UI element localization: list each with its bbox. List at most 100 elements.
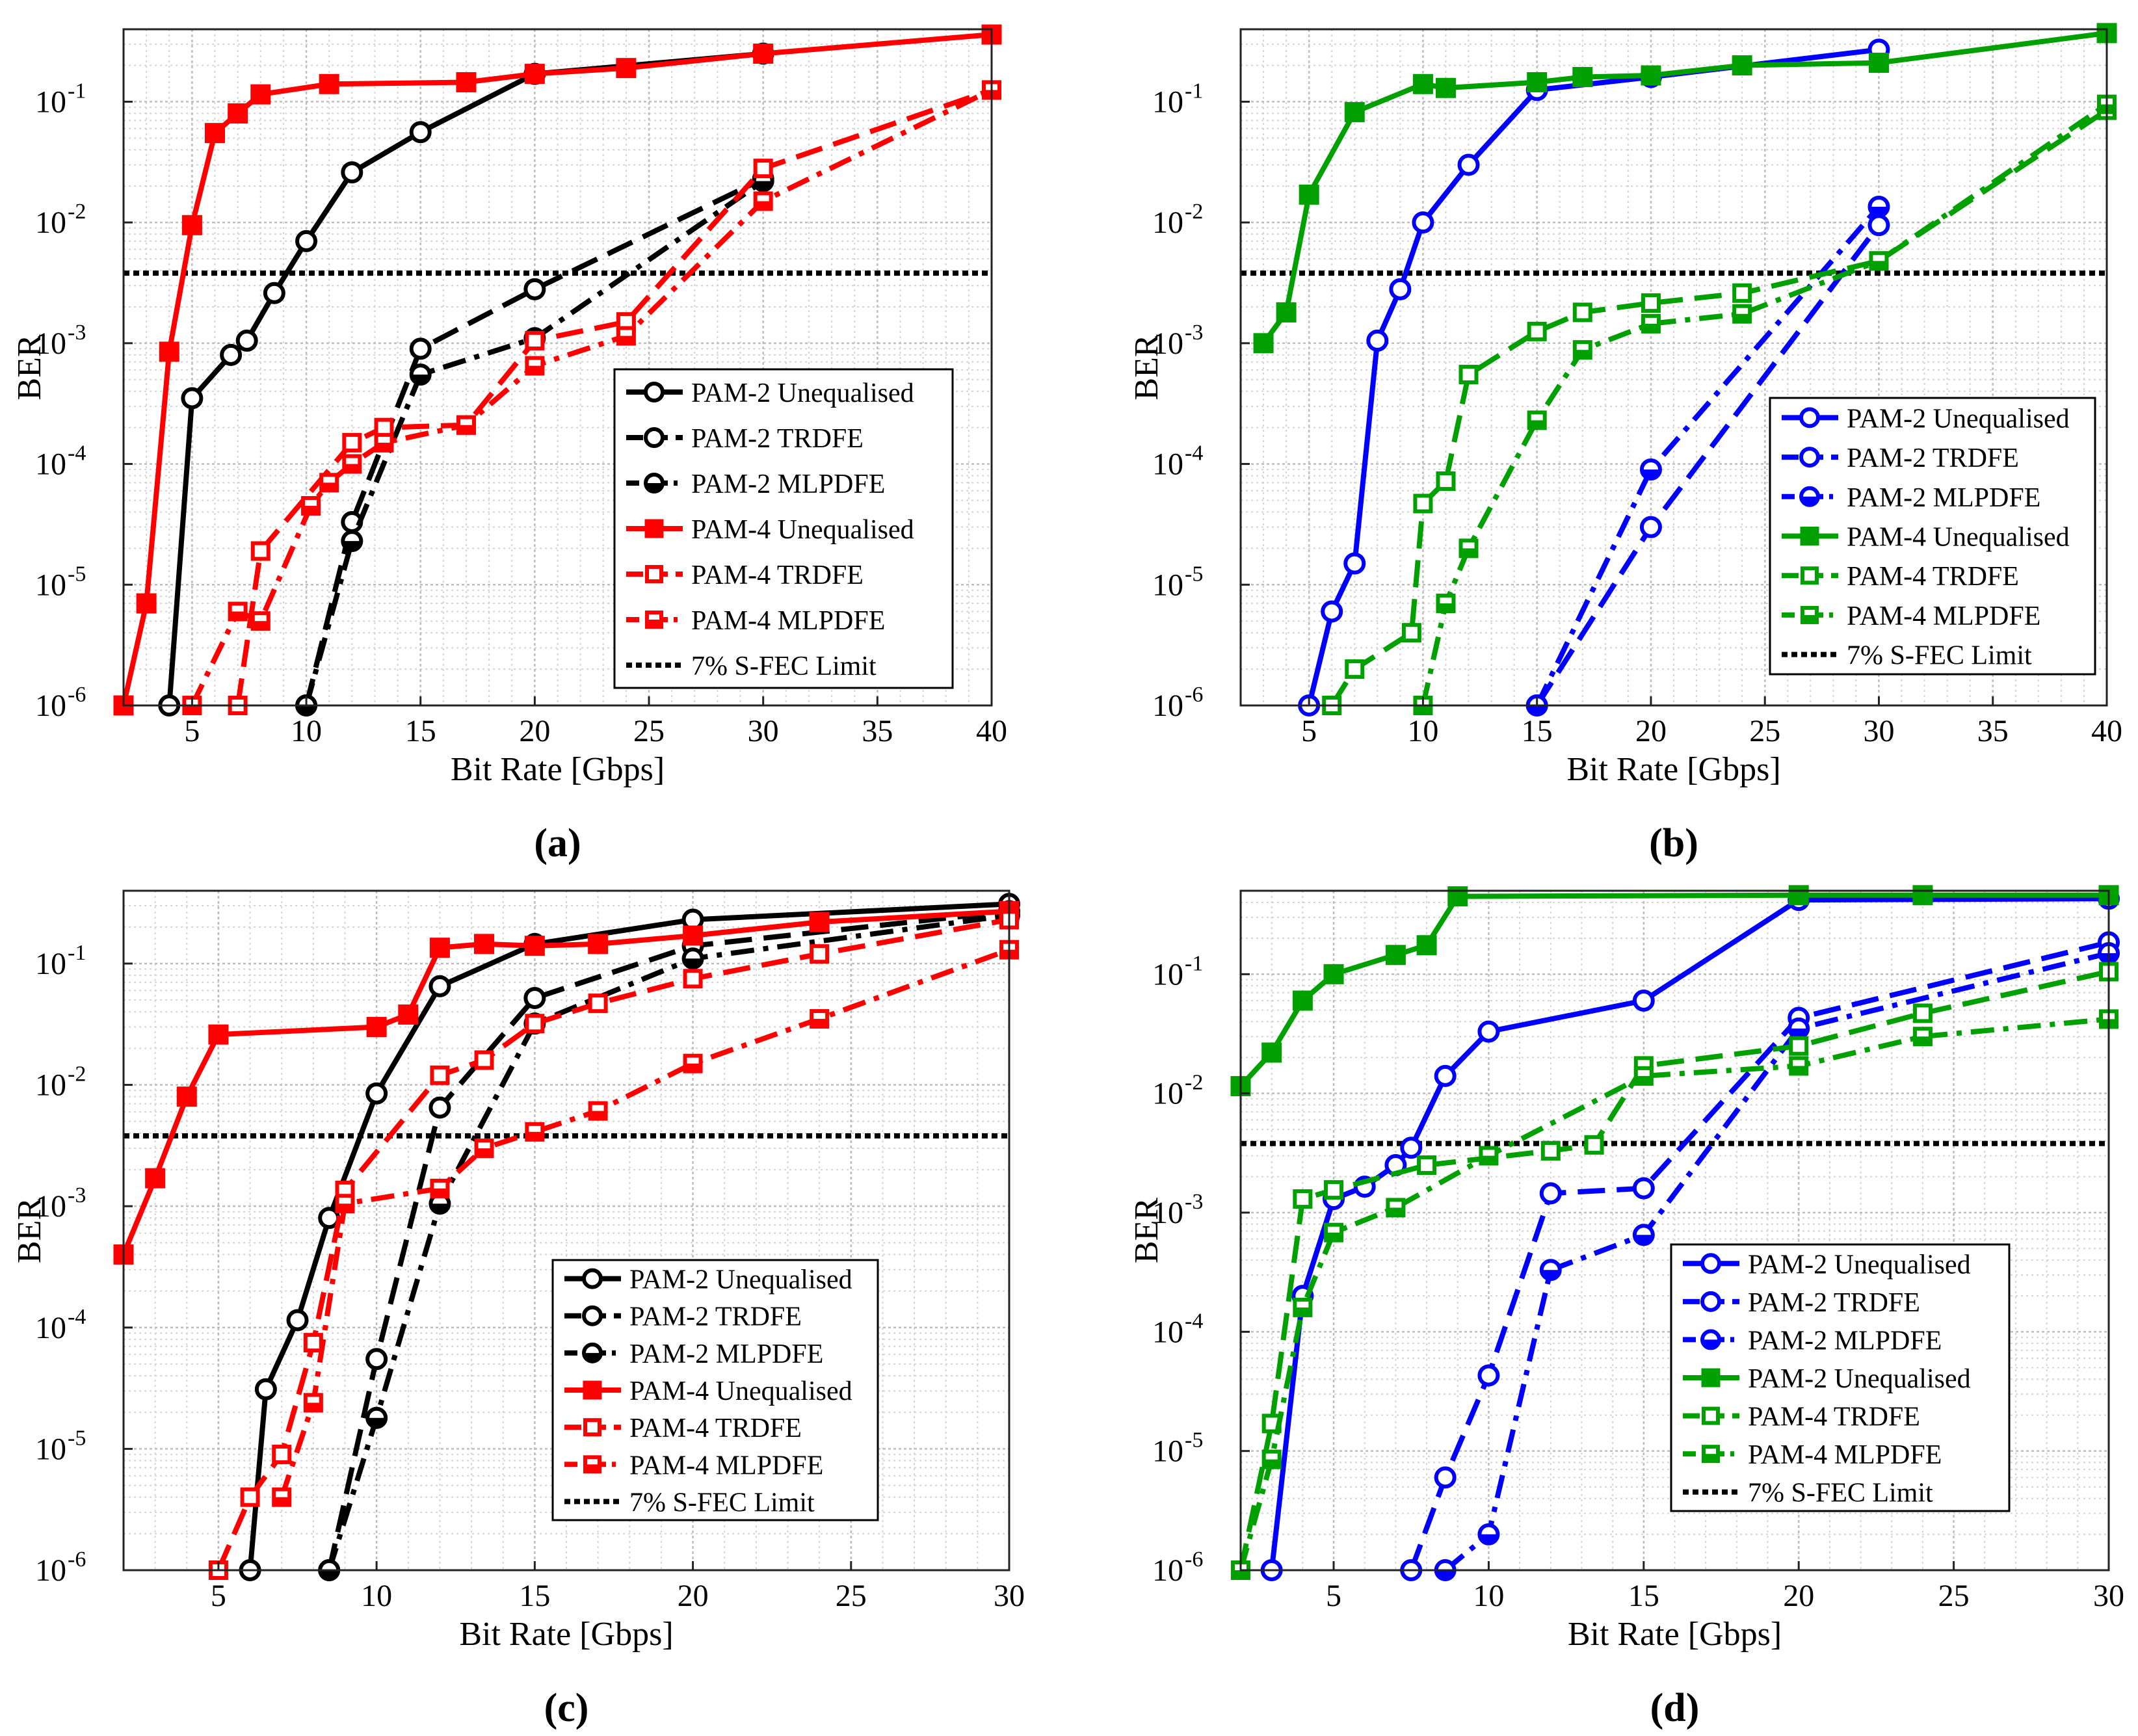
legend-label: PAM-4 Unequalised (1847, 523, 2070, 553)
y-tick-label: 10 (1152, 326, 1183, 361)
circle-marker (1321, 600, 1343, 623)
legend-label: PAM-4 MLPDFE (629, 1451, 823, 1480)
square-marker (136, 593, 157, 614)
open-square-marker (525, 1014, 545, 1034)
circle-marker (582, 1305, 603, 1326)
y-tick-exponent: -6 (1185, 683, 1203, 707)
y-tick-label: 10 (1152, 447, 1183, 482)
half-square-fill (1529, 420, 1545, 428)
open-square-marker (1417, 1155, 1437, 1176)
y-tick-label: 10 (1152, 1434, 1183, 1469)
x-tick-label: 5 (184, 714, 200, 748)
open-square-marker (303, 1333, 323, 1353)
legend-label: PAM-4 TRDFE (629, 1414, 802, 1443)
legend-item: PAM-2 Unequalised (1683, 1250, 1971, 1280)
open-square-marker (1324, 1180, 1344, 1200)
square-marker (228, 103, 248, 124)
square-marker (583, 1380, 602, 1400)
legend-label: PAM-2 Unequalised (691, 378, 914, 408)
circle-marker (1389, 278, 1412, 300)
legend-item: PAM-2 Unequalised (1683, 1364, 1971, 1394)
y-tick-exponent: -6 (68, 683, 86, 707)
open-square-marker (525, 330, 545, 350)
legend-item: PAM-2 MLPDFE (1683, 1326, 1942, 1356)
legend-label: PAM-4 TRDFE (1748, 1402, 1920, 1432)
square-marker (1912, 885, 1933, 906)
x-axis-label: Bit Rate [Gbps] (1568, 1616, 1782, 1653)
half-square-fill (1438, 603, 1454, 612)
x-tick-label: 15 (1522, 714, 1553, 748)
half-circle-fill (430, 1203, 449, 1213)
y-tick-label: 10 (35, 447, 66, 482)
open-square-marker (1540, 1140, 1561, 1161)
square-marker (588, 934, 609, 954)
y-tick-exponent: -6 (68, 1547, 86, 1572)
open-square-marker (1436, 471, 1456, 492)
half-circle-fill (1541, 1270, 1560, 1280)
half-circle-fill (343, 541, 362, 551)
half-square-fill (647, 620, 661, 627)
square-marker (1435, 77, 1456, 98)
half-circle-fill (367, 1417, 386, 1427)
series-line (189, 87, 993, 707)
y-axis-label: BER (1128, 1198, 1165, 1263)
legend-item: PAM-4 MLPDFE (626, 606, 885, 636)
half-circle-fill (1641, 469, 1660, 479)
open-square-marker (1732, 283, 1752, 303)
x-tick-label: 25 (1938, 1579, 1970, 1613)
open-square-marker (583, 1418, 601, 1437)
legend-item: PAM-2 TRDFE (1782, 443, 2019, 473)
y-tick-exponent: -4 (1185, 441, 1203, 466)
legend-label: PAM-4 TRDFE (691, 560, 864, 590)
square-marker (1299, 184, 1319, 205)
y-tick-exponent: -4 (1185, 1309, 1203, 1333)
y-tick-label: 10 (35, 1432, 66, 1466)
series-6 (1231, 1009, 2118, 1580)
legend-label: PAM-2 Unequalised (1748, 1364, 1971, 1394)
series-line (166, 51, 764, 706)
half-circle-fill (1479, 1534, 1498, 1544)
x-tick-label: 35 (862, 714, 893, 748)
y-tick-label: 10 (1152, 568, 1183, 602)
legend-item: PAM-2 TRDFE (1683, 1288, 1920, 1318)
circle-marker (1434, 1064, 1457, 1087)
square-marker (1385, 945, 1406, 966)
legend: PAM-2 Unequalised PAM-2 TRDFE PAM-2 MLPDFE… (551, 1259, 879, 1521)
half-square-fill (1574, 350, 1590, 358)
circle-marker (1632, 1177, 1655, 1200)
circle-marker (644, 382, 665, 402)
square-marker (616, 58, 637, 79)
half-square-fill (1914, 1036, 1931, 1045)
x-tick-label: 30 (748, 714, 779, 748)
square-marker (205, 123, 226, 144)
legend: PAM-2 Unequalised PAM-2 TRDFE PAM-2 MLPDFE… (1670, 1243, 2011, 1512)
square-marker (683, 925, 704, 946)
square-marker (176, 1086, 197, 1107)
half-square-fill (337, 1203, 353, 1212)
legend-label: PAM-4 MLPDFE (1847, 601, 2040, 631)
legend: PAM-2 Unequalised PAM-2 TRDFE PAM-2 MLPDFE… (613, 368, 954, 689)
legend-label: PAM-4 Unequalised (691, 515, 914, 545)
y-tick-exponent: -5 (68, 1426, 86, 1450)
half-square-fill (1263, 1459, 1280, 1467)
half-square-fill (252, 621, 269, 629)
y-tick-exponent: -2 (1185, 1071, 1203, 1095)
half-square-fill (1233, 1570, 1248, 1578)
half-square-fill (184, 705, 200, 713)
x-tick-label: 30 (2093, 1579, 2124, 1613)
circle-marker (1639, 516, 1662, 538)
x-tick-label: 25 (1749, 714, 1780, 748)
half-square-fill (1643, 323, 1659, 332)
x-tick-label: 25 (836, 1579, 867, 1613)
square-marker (429, 938, 450, 958)
x-axis-label: Bit Rate [Gbps] (1566, 751, 1780, 788)
circle-marker (1477, 1020, 1500, 1043)
series-line (1306, 47, 1879, 706)
open-square-marker (1293, 1189, 1313, 1209)
series-4 (1253, 23, 2117, 354)
legend-label: PAM-2 TRDFE (691, 424, 864, 454)
panel-label: (b) (1649, 821, 1698, 865)
